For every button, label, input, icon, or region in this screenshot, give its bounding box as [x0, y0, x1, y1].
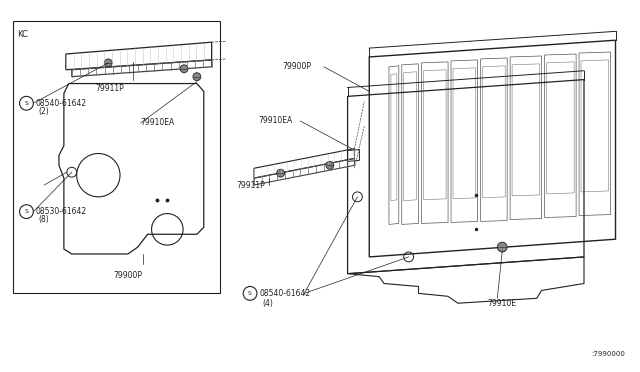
- Text: 79910EA: 79910EA: [258, 116, 292, 125]
- Bar: [13, 20, 220, 294]
- Circle shape: [497, 242, 507, 252]
- Text: 79911P: 79911P: [236, 180, 265, 189]
- Text: (2): (2): [38, 107, 49, 116]
- Circle shape: [104, 59, 112, 67]
- Text: (4): (4): [263, 299, 274, 308]
- Text: 08540-61642: 08540-61642: [260, 289, 311, 298]
- Circle shape: [276, 169, 285, 177]
- Text: S: S: [248, 291, 252, 296]
- Text: :7990000: :7990000: [591, 352, 625, 357]
- Text: 79900P: 79900P: [113, 271, 142, 280]
- Text: 08530-61642: 08530-61642: [35, 207, 86, 216]
- Text: S: S: [24, 101, 28, 106]
- Text: 79910E: 79910E: [488, 299, 516, 308]
- Text: S: S: [24, 209, 28, 214]
- Text: KC: KC: [17, 31, 28, 39]
- Text: 79910EA: 79910EA: [141, 118, 175, 128]
- Circle shape: [180, 65, 188, 73]
- Text: 79900P: 79900P: [283, 62, 312, 71]
- Text: 08540-61642: 08540-61642: [35, 99, 86, 108]
- Text: (8): (8): [38, 215, 49, 224]
- Circle shape: [193, 73, 201, 81]
- Text: 79911P: 79911P: [95, 84, 124, 93]
- Circle shape: [326, 161, 334, 169]
